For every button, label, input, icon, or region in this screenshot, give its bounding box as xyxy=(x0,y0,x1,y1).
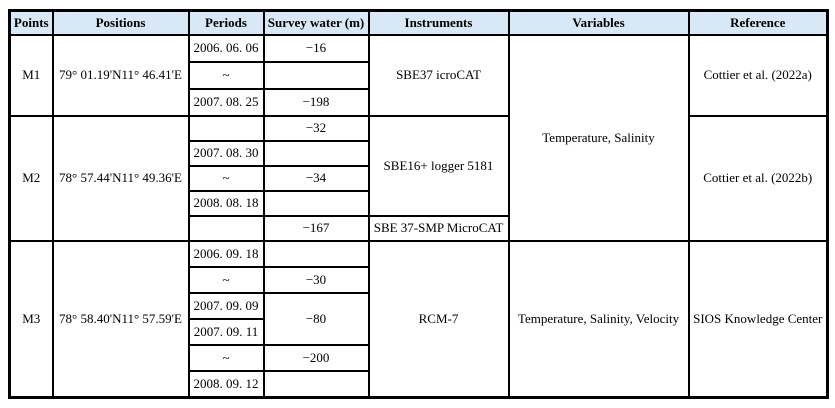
m1-survey-cell: −198 xyxy=(262,87,370,117)
table-row: 2008. 08. 18 xyxy=(10,189,828,217)
m2-reference-cell: Cottier et al. (2022b) xyxy=(687,114,829,243)
table-row: 2007. 08. 25 −198 xyxy=(10,87,828,117)
m2-survey-cell xyxy=(262,189,370,217)
m1-instrument-cell: SBE37 icroCAT xyxy=(367,33,510,117)
header-row: Points Positions Periods Survey water (m… xyxy=(8,9,829,36)
m3-period-cell: 2006. 09. 18 xyxy=(187,239,265,269)
column-header-variables: Variables xyxy=(507,9,690,36)
m3-survey-cell xyxy=(262,239,370,269)
m1-point-cell: M1 xyxy=(8,33,54,117)
m2-period-cell: 2008. 08. 18 xyxy=(187,189,265,217)
m3-period-cell: ~ xyxy=(187,266,265,295)
m2-point-cell: M2 xyxy=(8,114,54,243)
column-header-instruments: Instruments xyxy=(367,9,510,36)
m2-survey-cell: −34 xyxy=(262,164,370,192)
table-row: ~ −200 xyxy=(10,344,828,373)
table-row: ~ −34 xyxy=(10,164,828,192)
table-row: 2007. 09. 09 −80 xyxy=(10,292,828,347)
m3-period-cell: 2007. 09. 11 xyxy=(187,318,265,347)
m3-survey-cell xyxy=(262,370,370,399)
m3-instrument-cell: RCM-7 xyxy=(367,240,510,399)
m3-period-cell: 2008. 09. 12 xyxy=(187,370,265,399)
table-row: M1 79° 01.19'N11° 46.41'E 2006. 06. 06 −… xyxy=(8,33,829,242)
m2-instrument-bottom-cell: SBE 37-SMP MicroCAT xyxy=(367,214,510,243)
table-row: M3 78° 58.40'N11° 57.59'E 2006. 09. 18 R… xyxy=(8,239,829,399)
m2-period-cell xyxy=(187,114,265,142)
m3-survey-cell: −80 xyxy=(262,292,370,347)
m2-survey-cell: −32 xyxy=(262,114,370,142)
m2-period-cell xyxy=(187,214,265,243)
mooring-stations-table: Points Positions Periods Survey water (m… xyxy=(8,9,829,399)
m2-period-cell: ~ xyxy=(187,164,265,192)
m1-survey-cell: −16 xyxy=(262,33,370,63)
column-header-points: Points xyxy=(8,9,54,36)
table-row: 2007. 08. 30 xyxy=(10,139,828,167)
m3-survey-cell: −200 xyxy=(262,344,370,373)
column-header-reference: Reference xyxy=(687,9,829,36)
table-row: −167 SBE 37-SMP MicroCAT xyxy=(10,214,828,243)
column-header-positions: Positions xyxy=(51,9,190,36)
m1-period-cell: 2006. 06. 06 xyxy=(187,33,265,63)
m2-instrument-cell: SBE16+ logger 5181 xyxy=(367,114,510,217)
table-row: ~ −30 xyxy=(10,266,828,295)
m1-position-cell: 79° 01.19'N11° 46.41'E xyxy=(51,33,190,117)
m3-point-cell: M3 xyxy=(8,240,54,399)
m3-position-cell: 78° 58.40'N11° 57.59'E xyxy=(51,240,190,399)
m1-reference-cell: Cottier et al. (2022a) xyxy=(687,33,829,117)
m1-period-cell: 2007. 08. 25 xyxy=(187,87,265,117)
m1-period-cell: ~ xyxy=(187,60,265,90)
m1-m2-variables-cell: Temperature, Salinity xyxy=(507,33,690,242)
table-row: 2007. 09. 11 xyxy=(10,318,828,347)
m3-survey-cell: −30 xyxy=(262,266,370,295)
column-header-periods: Periods xyxy=(187,9,265,36)
column-header-survey-water: Survey water (m) xyxy=(262,9,370,36)
m3-reference-cell: SIOS Knowledge Center xyxy=(687,240,829,399)
m2-survey-cell: −167 xyxy=(262,214,370,243)
m3-variables-cell: Temperature, Salinity, Velocity xyxy=(507,240,690,399)
m3-period-cell: 2007. 09. 09 xyxy=(187,292,265,321)
m3-period-cell: ~ xyxy=(187,344,265,373)
table-row: M2 78° 57.44'N11° 49.36'E −32 SBE16+ log… xyxy=(8,114,829,243)
m1-survey-cell xyxy=(262,60,370,90)
m2-survey-cell xyxy=(262,139,370,167)
table-row: 2008. 09. 12 xyxy=(10,370,828,399)
m2-period-cell: 2007. 08. 30 xyxy=(187,139,265,167)
table-row: ~ xyxy=(10,60,828,90)
m2-position-cell: 78° 57.44'N11° 49.36'E xyxy=(51,114,190,243)
